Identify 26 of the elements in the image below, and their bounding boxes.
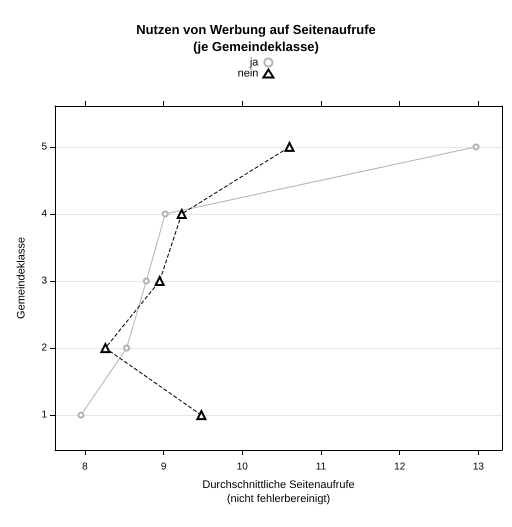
y-tick-label: 4 <box>41 208 48 220</box>
x-tick-label: 8 <box>82 462 88 472</box>
point <box>142 278 150 285</box>
point <box>196 410 206 420</box>
chart-title: Nutzen von Werbung auf Seitenaufrufe (je Gemeindeklasse) <box>136 22 376 54</box>
point <box>162 210 169 218</box>
y-tick-label: 3 <box>41 276 48 287</box>
point <box>154 276 165 286</box>
x-axis-title: Durchschnittliche Seitenaufrufe (nicht fehlerbereinigt) <box>202 479 355 505</box>
x-tick-label: 10 <box>236 462 248 472</box>
legend-label: nein <box>238 68 258 80</box>
y-tick-label: 5 <box>41 141 48 152</box>
point <box>123 344 130 352</box>
y-tick-label: 2 <box>41 342 48 354</box>
legend-label: ja <box>248 56 260 68</box>
y-axis-title: Gemeindeklasse <box>16 237 28 319</box>
x-tick-label: 13 <box>472 462 484 472</box>
x-tick-label: 12 <box>394 462 406 472</box>
x-tick-label: 9 <box>160 462 167 472</box>
point <box>472 143 480 150</box>
y-tick-label: 1 <box>41 410 48 421</box>
point <box>100 343 110 354</box>
point <box>77 412 84 419</box>
x-tick-label: 11 <box>316 462 327 472</box>
point <box>176 208 187 219</box>
point <box>284 142 295 152</box>
